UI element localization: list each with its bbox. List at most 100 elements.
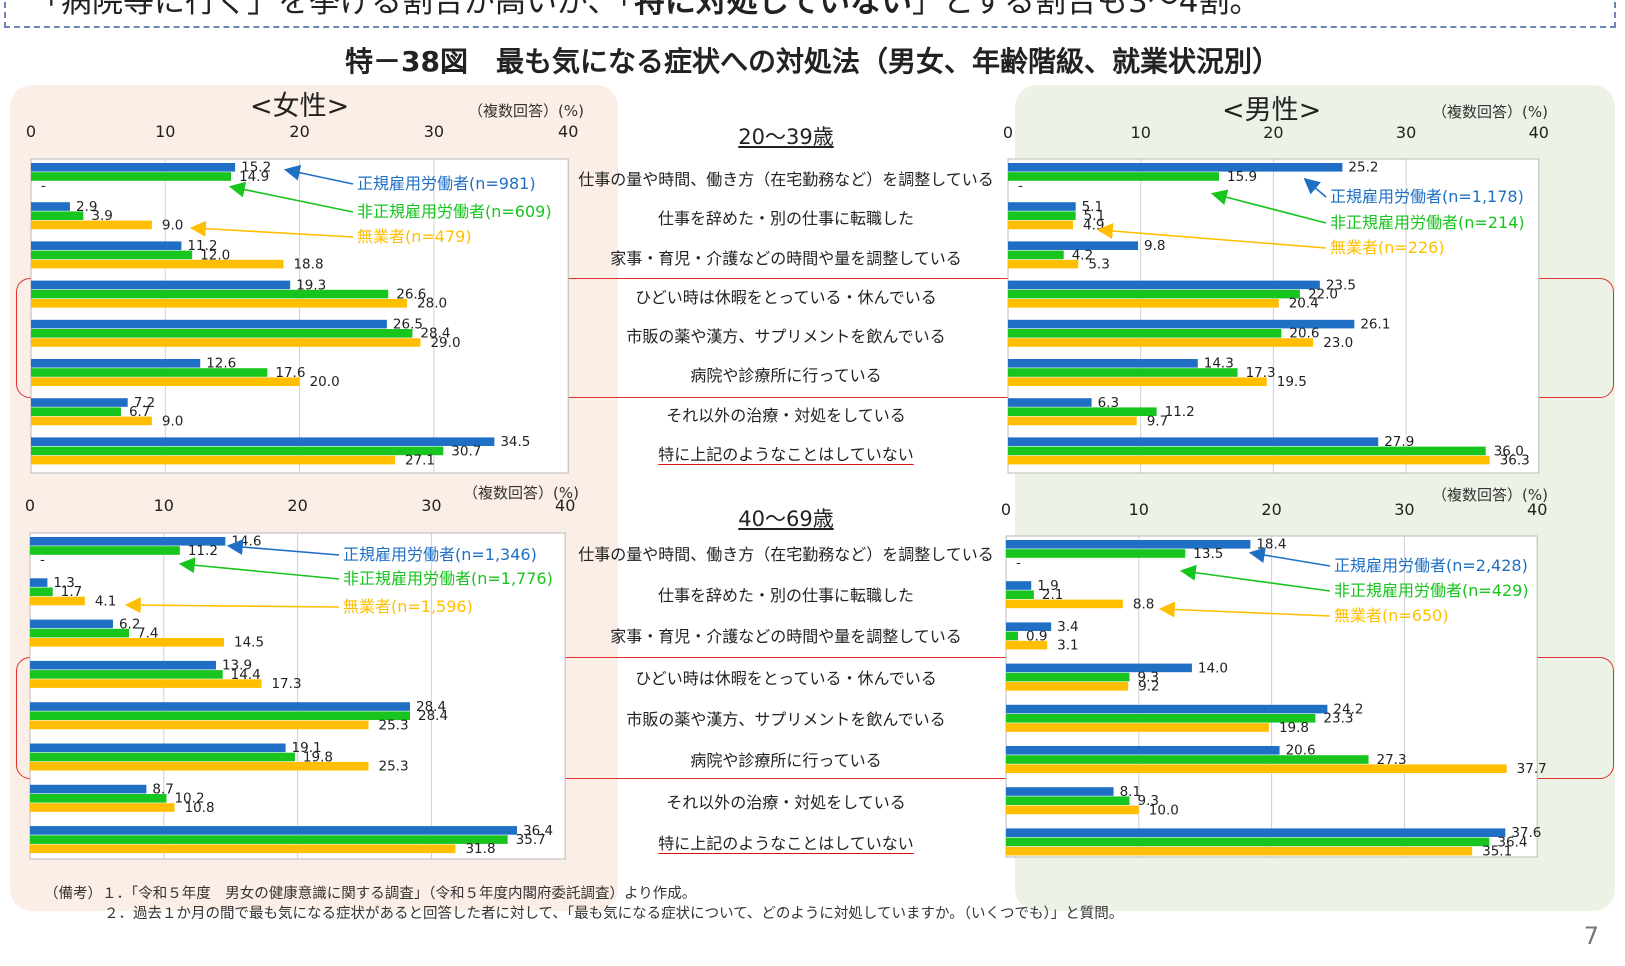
- data-label: 9.7: [1147, 413, 1168, 429]
- unit-note: （複数回答）(%): [463, 484, 579, 502]
- x-tick-label: 30: [1396, 123, 1416, 142]
- data-label: 15.2: [241, 160, 271, 176]
- x-tick-label: 20: [287, 496, 307, 515]
- age-label-young: 20～39歳: [738, 125, 834, 149]
- category-label: ひどい時は休暇をとっている・休んでいる: [635, 288, 937, 307]
- data-label: 9.8: [1144, 238, 1165, 254]
- category-label: 仕事の量や時間、働き方（在宅勤務など）を調整している: [578, 170, 994, 189]
- bar-regular: [1006, 581, 1032, 590]
- legend-arrow: [1303, 177, 1327, 198]
- data-label: 13.5: [1193, 546, 1223, 562]
- data-label: 6.2: [119, 616, 140, 632]
- bar-nonregular: [1006, 714, 1316, 723]
- bar-regular: [30, 619, 113, 629]
- category-label: 仕事を辞めた・別の仕事に転職した: [657, 586, 914, 605]
- bar-nonregular: [30, 794, 167, 803]
- data-label: 23.5: [1326, 277, 1356, 293]
- bar-nonregular: [30, 628, 130, 638]
- category-label: 市販の薬や漢方、サプリメントを飲んでいる: [626, 710, 946, 729]
- data-label: 25.3: [379, 717, 409, 733]
- bar-nonregular: [1006, 590, 1034, 599]
- bar-regular: [1006, 704, 1328, 714]
- bar-nonregular: [1006, 549, 1186, 558]
- x-tick-label: 30: [424, 122, 444, 141]
- data-label: 24.2: [1333, 702, 1363, 718]
- bar-regular: [31, 359, 201, 368]
- bar-unemployed: [31, 416, 152, 426]
- x-tick-label: 20: [1263, 123, 1283, 142]
- category-label: 病院や診療所に行っている: [690, 366, 882, 385]
- category-label: 特に上記のようなことはしていない: [658, 834, 914, 853]
- x-tick-label: 30: [421, 496, 441, 515]
- data-label: 14.3: [1204, 356, 1234, 372]
- bar-nonregular: [30, 835, 508, 844]
- bar-nonregular: [31, 368, 268, 377]
- data-label: 23.3: [1323, 711, 1353, 727]
- unit-note: （複数回答）(%): [1432, 486, 1548, 504]
- data-label: 27.1: [405, 453, 435, 469]
- bar-nonregular: [31, 446, 444, 456]
- bar-unemployed: [1008, 416, 1137, 426]
- bar-unemployed: [30, 596, 85, 606]
- data-label: 13.9: [222, 658, 252, 674]
- data-label: 35.7: [516, 832, 546, 848]
- bar-nonregular: [1008, 407, 1157, 416]
- bar-nonregular: [1008, 250, 1064, 260]
- data-label: 36.3: [1500, 453, 1530, 469]
- bar-regular: [1008, 280, 1320, 290]
- data-label: -: [40, 552, 45, 568]
- bar-nonregular: [30, 752, 295, 762]
- bar-unemployed: [1006, 682, 1129, 691]
- data-label: 31.8: [465, 841, 495, 857]
- bar-unemployed: [1006, 723, 1269, 732]
- data-label: 19.5: [1277, 374, 1307, 390]
- legend-arrow: [1210, 189, 1327, 224]
- age-label-older: 40～69歳: [738, 507, 834, 531]
- bar-regular: [30, 537, 226, 546]
- x-tick-label: 40: [1527, 500, 1547, 519]
- bar-nonregular: [1006, 672, 1130, 682]
- data-label: 4.2: [1072, 247, 1093, 263]
- data-label: 3.4: [1057, 619, 1078, 635]
- data-label: 19.3: [296, 277, 326, 293]
- legend-label-regular: 正規雇用労働者(n=1,346): [343, 545, 537, 564]
- bar-regular: [1008, 359, 1198, 368]
- bar-unemployed: [1006, 764, 1507, 773]
- bar-regular: [30, 743, 286, 753]
- bar-unemployed: [31, 299, 408, 308]
- bar-regular: [1006, 622, 1052, 631]
- data-label: 28.4: [420, 326, 450, 342]
- data-label: 8.1: [1120, 784, 1141, 800]
- x-tick-label: 10: [154, 496, 174, 515]
- bar-nonregular: [30, 670, 223, 679]
- data-label: -: [1018, 178, 1023, 194]
- data-label: 28.4: [418, 708, 448, 724]
- data-label: 1.7: [61, 584, 82, 600]
- data-label: 18.8: [293, 257, 323, 273]
- bar-unemployed: [31, 259, 284, 269]
- category-label: 家事・育児・介護などの時間や量を調整している: [610, 627, 962, 646]
- data-label: 11.2: [1165, 404, 1195, 420]
- bar-unemployed: [1008, 377, 1267, 386]
- legend-label-nonregular: 非正規雇用労働者(n=1,776): [343, 569, 553, 588]
- bar-regular: [31, 163, 236, 172]
- data-label: 23.0: [1323, 335, 1353, 351]
- x-tick-label: 10: [1129, 500, 1149, 519]
- legend-label-regular: 正規雇用労働者(n=2,428): [1334, 556, 1528, 575]
- bar-unemployed: [1008, 259, 1079, 269]
- data-label: 17.6: [275, 365, 305, 381]
- bar-regular: [1008, 163, 1343, 172]
- data-label: 7.4: [137, 626, 158, 642]
- legend-arrow: [1179, 564, 1331, 592]
- data-label: 2.1: [1042, 587, 1063, 603]
- legend-arrow: [283, 164, 354, 185]
- category-label: 仕事を辞めた・別の仕事に転職した: [657, 209, 914, 228]
- bar-regular: [30, 660, 216, 670]
- bar-nonregular: [1006, 796, 1130, 805]
- bar-unemployed: [31, 220, 152, 230]
- data-label: 15.9: [1227, 169, 1257, 185]
- legend-label-regular: 正規雇用労働者(n=981): [357, 174, 536, 193]
- bar-regular: [30, 784, 147, 794]
- bar-unemployed: [1008, 299, 1279, 308]
- male-label: <男性>: [1222, 95, 1322, 126]
